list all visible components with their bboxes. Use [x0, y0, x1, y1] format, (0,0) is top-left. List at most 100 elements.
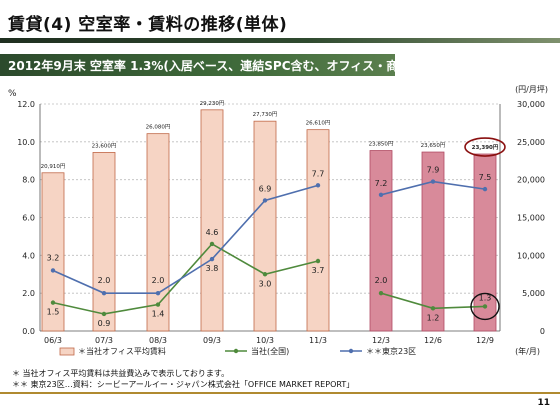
tokyo-line: [52, 184, 319, 294]
y-left-tick-label: 8.0: [22, 176, 35, 185]
category-label: 07/3: [95, 336, 113, 345]
tokyo-point-label: 3.2: [47, 253, 60, 262]
tokyo-point-label: 2.0: [152, 276, 165, 285]
rent-bar-label: 20,910円: [41, 163, 66, 170]
rent-bar: [421, 151, 445, 332]
rent-bar-label: 27,730円: [253, 111, 278, 118]
category-label: 10/3: [256, 336, 274, 345]
tokyo-point: [378, 192, 384, 197]
rent-bar: [146, 133, 170, 332]
company-point: [101, 311, 107, 317]
tokyo-point-label: 7.7: [312, 169, 325, 178]
page-number: 11: [537, 398, 550, 408]
rate-point-labels: 1.5 0.9 1.4 4.6 3.0 3.7 2.0 1.2 1.3 3.2 2.0 2.0 3.8 6…: [47, 166, 492, 328]
note-2: ＊＊ 東京23区…資料：シービーアールイー・ジャパン株式会社「OFFICE MA…: [12, 380, 355, 389]
rent-bar-labels: 20,910円 23,600円 26,080円 29,230円 27,730円 26,61…: [41, 100, 499, 170]
highlight-vacancy-circle: [470, 292, 500, 321]
rent-bar-label: 23,850円: [369, 141, 394, 148]
y-right-tick-label: 5,000: [522, 289, 545, 298]
company-point: [378, 290, 384, 296]
tokyo-point: [209, 256, 215, 262]
rent-bar: [92, 152, 116, 332]
category-label: 06/3: [44, 336, 62, 345]
y-left-tick-label: 0.0: [22, 327, 35, 336]
y-right-tick-label: 15,000: [517, 214, 545, 223]
y-left-tick-label: 4.0: [22, 251, 35, 260]
company-point-label: 1.2: [427, 313, 440, 322]
y-left-tick-label: 2.0: [22, 289, 35, 298]
tokyo-point: [430, 179, 436, 184]
category-label: 12/6: [424, 336, 442, 345]
company-line: [52, 242, 319, 315]
company-point: [155, 302, 161, 307]
category-label: 11/3: [309, 336, 327, 345]
company-point-label: 1.3: [479, 293, 492, 302]
rate-lines: [50, 179, 500, 321]
company-point: [482, 304, 488, 309]
company-point: [262, 272, 268, 277]
company-point: [209, 241, 215, 247]
highlight-rent-circle: [464, 137, 506, 157]
tokyo-point: [315, 183, 321, 188]
y-left-tick-label: 6.0: [22, 214, 35, 223]
tokyo-point-label: 6.9: [259, 184, 272, 193]
company-point-label: 3.0: [259, 279, 272, 288]
company-point-label: 2.0: [375, 276, 388, 285]
rent-bar-label: 23,390円: [472, 144, 499, 151]
legend-label-rent: ＊当社オフィス平均賃料: [78, 346, 166, 356]
tokyo-point-label: 7.5: [479, 173, 492, 182]
tokyo-point-label: 7.9: [427, 166, 440, 175]
tokyo-point: [155, 290, 161, 296]
y-left-tick-label: 10.0: [17, 138, 35, 147]
rent-bar-label: 26,610円: [306, 120, 331, 127]
y-right-tick-label: 25,000: [517, 138, 545, 147]
rent-bar: [41, 172, 65, 332]
note-1: ＊ 当社オフィス平均賃料は共益費込みで表示しております。: [12, 369, 230, 378]
legend-marker-tokyo: [348, 348, 354, 354]
y-right-unit: (円/月坪): [515, 85, 548, 94]
y-left-tick-label: 12.0: [17, 100, 35, 109]
legend-label-tokyo: ＊＊東京23区: [366, 346, 416, 356]
rent-bar: [200, 109, 224, 332]
subtitle: 2012年9月末 空室率 1.3%(入居ベース、連結SPC含む、オフィス・商業): [8, 59, 416, 73]
company-point: [430, 306, 436, 311]
category-label: 08/3: [149, 336, 167, 345]
category-label: 09/3: [203, 336, 221, 345]
y-left-unit: %: [8, 89, 17, 99]
company-point-label: 1.5: [47, 308, 60, 317]
legend: ＊当社オフィス平均賃料 当社(全国) ＊＊東京23区: [59, 346, 416, 356]
company-point: [315, 258, 321, 264]
company-point-label: 3.7: [312, 266, 325, 275]
tokyo-point-label: 3.8: [206, 264, 219, 273]
legend-label-company: 当社(全国): [251, 346, 289, 356]
category-labels: 06/3 07/3 08/3 09/3 10/3 11/3 12/3 12/6 12/9: [44, 336, 494, 345]
tokyo-point: [482, 186, 488, 192]
tokyo-point: [262, 198, 268, 203]
category-label: 12/3: [372, 336, 390, 345]
tokyo-point-label: 2.0: [98, 276, 111, 285]
x-unit-label: (年/月): [515, 346, 540, 356]
rent-bar-label: 23,600円: [92, 142, 117, 149]
y-right-tick-label: 30,000: [517, 100, 545, 109]
rent-bars: [41, 109, 506, 332]
legend-swatch-rent: [59, 347, 75, 356]
rent-bar-label: 29,230円: [200, 100, 225, 107]
title-rule: [0, 38, 560, 43]
axes: 0.0 0 2.0 5,000 4.0 10,000 6.0 15,000 8.0 20,000 1…: [8, 85, 548, 356]
y-right-tick-label: 20,000: [517, 176, 545, 185]
footer-rule: [0, 392, 560, 394]
company-point-label: 1.4: [152, 310, 165, 319]
subtitle-bar: [0, 54, 395, 76]
tokyo-point: [50, 268, 56, 273]
company-point-label: 4.6: [206, 228, 219, 237]
page-title: 賃貸(4) 空室率・賃料の推移(単体): [8, 15, 288, 35]
rent-bar: [253, 120, 277, 332]
y-right-tick-label: 10,000: [517, 251, 545, 260]
company-point-label: 0.9: [98, 319, 111, 328]
rent-bar: [473, 153, 497, 332]
tokyo-point-label: 7.2: [375, 179, 388, 188]
legend-marker-company: [233, 348, 239, 354]
tokyo-point: [101, 290, 107, 296]
y-right-tick-label: 0: [540, 327, 545, 336]
